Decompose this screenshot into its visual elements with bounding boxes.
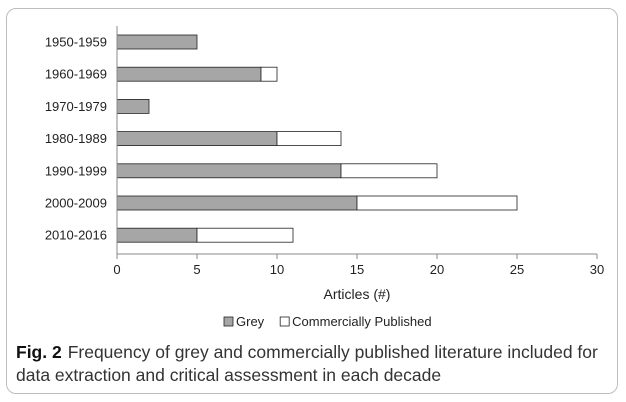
legend-swatch-commercial	[279, 316, 290, 327]
bar-commercial-2010-2016	[196, 227, 294, 243]
x-tick-group: 0 5 10 15 20 25 30	[113, 254, 604, 277]
category-label-2000-2009: 2000-2009	[45, 196, 107, 211]
bar-commercial-1990-1999	[340, 163, 438, 179]
x-tick-label-10: 10	[270, 262, 284, 277]
category-label-1970-1979: 1970-1979	[45, 99, 107, 114]
x-tick-label-5: 5	[193, 262, 200, 277]
figure-label: Fig. 2	[16, 342, 62, 362]
x-tick-label-20: 20	[430, 262, 444, 277]
figure-caption: Fig. 2 Frequency of grey and commercially…	[16, 341, 616, 387]
legend: Grey Commercially Published	[223, 314, 432, 329]
x-tick-label-30: 30	[590, 262, 604, 277]
x-tick-label-25: 25	[510, 262, 524, 277]
bar-grey-1950-1959	[116, 34, 198, 50]
legend-swatch-grey	[223, 316, 234, 327]
category-label-1990-1999: 1990-1999	[45, 163, 107, 178]
bar-grey-1960-1969	[116, 66, 262, 82]
bar-commercial-1980-1989	[276, 131, 342, 147]
bar-grey-1990-1999	[116, 163, 342, 179]
bar-grey-1970-1979	[116, 99, 150, 114]
category-label-2010-2016: 2010-2016	[45, 228, 107, 243]
bar-grey-1980-1989	[116, 131, 278, 147]
category-label-1980-1989: 1980-1989	[45, 131, 107, 146]
legend-label-commercial: Commercially Published	[292, 314, 431, 329]
bar-commercial-2000-2009	[356, 195, 518, 211]
category-label-1950-1959: 1950-1959	[45, 35, 107, 50]
category-labels: 1950-1959 1960-1969 1970-1979 1980-1989 1990…	[45, 35, 107, 243]
x-axis-title: Articles (#)	[324, 286, 391, 302]
x-tick-label-15: 15	[350, 262, 364, 277]
category-label-1960-1969: 1960-1969	[45, 67, 107, 82]
bar-chart: 1950-1959 1960-1969 1970-1979 1980-1989 1990…	[45, 26, 604, 329]
caption-text: Frequency of grey and commercially publi…	[16, 342, 598, 385]
legend-label-grey: Grey	[236, 314, 265, 329]
bars-group	[116, 34, 518, 243]
bar-commercial-1960-1969	[260, 66, 278, 82]
x-tick-label-0: 0	[113, 262, 120, 277]
bar-grey-2000-2009	[116, 195, 358, 211]
bar-grey-2010-2016	[116, 227, 198, 243]
